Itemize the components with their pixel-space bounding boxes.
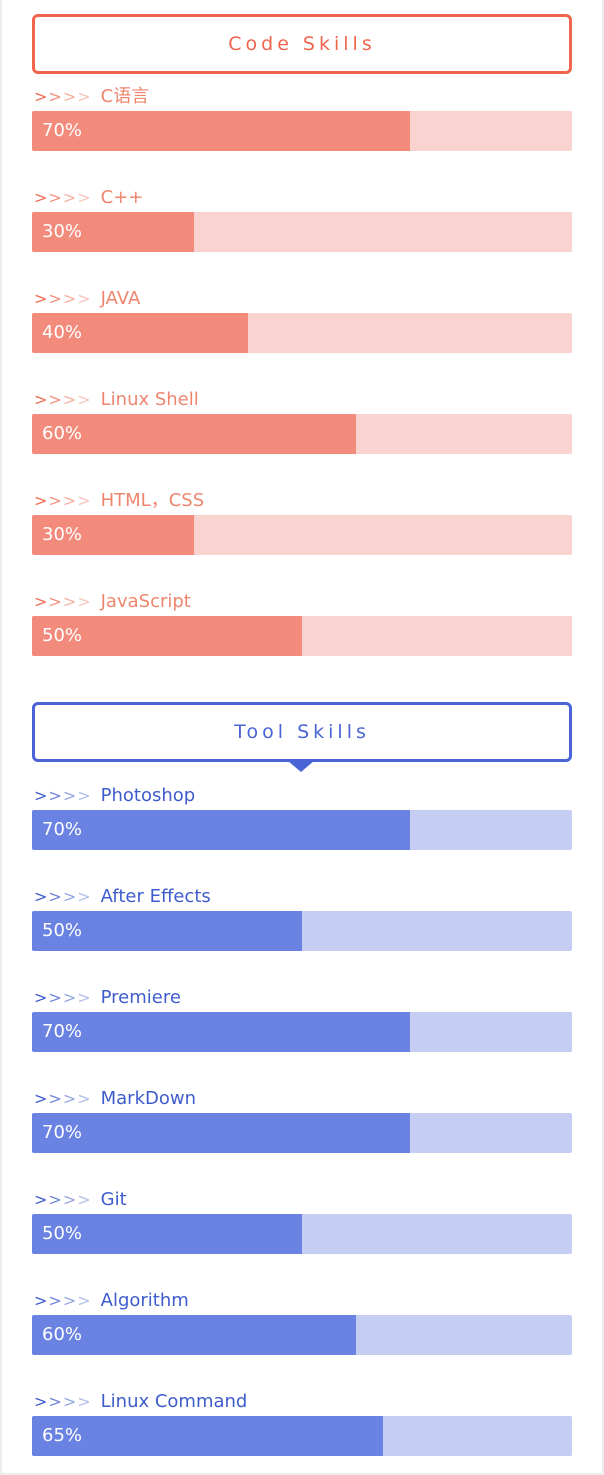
- skill-name: JavaScript: [100, 591, 191, 612]
- skill-name: Git: [100, 1189, 127, 1210]
- skill-bar-track: 60%: [32, 1315, 572, 1355]
- right-border: [602, 0, 604, 1475]
- skill-name: Premiere: [100, 987, 181, 1008]
- skill-bar-fill: [32, 1416, 383, 1456]
- skill-label: >>>> HTML，CSS: [34, 489, 204, 513]
- skill-bar-fill: [32, 1012, 410, 1052]
- chevrons-icon: >>>>: [34, 786, 92, 805]
- skill-bar-fill: [32, 1315, 356, 1355]
- skill-bar-fill: [32, 616, 302, 656]
- skill-name: C++: [100, 187, 144, 208]
- skill-label: >>>> After Effects: [34, 885, 211, 909]
- chevrons-icon: >>>>: [34, 1190, 92, 1209]
- skill-label: >>>> C++: [34, 186, 143, 210]
- skill-bar-fill: [32, 515, 194, 555]
- chevrons-icon: >>>>: [34, 1291, 92, 1310]
- chevrons-icon: >>>>: [34, 592, 92, 611]
- skill-bar-track: 50%: [32, 1214, 572, 1254]
- skill-percent: 40%: [42, 322, 83, 343]
- skill-name: MarkDown: [100, 1088, 197, 1109]
- skill-bar-fill: [32, 111, 410, 151]
- skill-bar-fill: [32, 810, 410, 850]
- skill-label: >>>> MarkDown: [34, 1087, 196, 1111]
- skill-bar-fill: [32, 1214, 302, 1254]
- skill-bar-track: 70%: [32, 810, 572, 850]
- skill-percent: 50%: [42, 920, 83, 941]
- skill-percent: 70%: [42, 1021, 83, 1042]
- code-skills-header: Code Skills: [32, 14, 572, 74]
- skill-percent: 30%: [42, 524, 83, 545]
- skill-label: >>>> JAVA: [34, 287, 140, 311]
- skill-label: >>>> C语言: [34, 85, 149, 109]
- chevrons-icon: >>>>: [34, 1392, 92, 1411]
- skill-bar-track: 60%: [32, 414, 572, 454]
- skill-bar-fill: [32, 911, 302, 951]
- skill-percent: 70%: [42, 1122, 83, 1143]
- bottom-border: [0, 1473, 604, 1475]
- skill-name: C语言: [100, 86, 150, 107]
- skill-bar-track: 70%: [32, 1113, 572, 1153]
- skill-percent: 30%: [42, 221, 83, 242]
- skill-name: JAVA: [100, 288, 141, 309]
- skill-label: >>>> Algorithm: [34, 1289, 189, 1313]
- skill-bar-fill: [32, 1113, 410, 1153]
- chevrons-icon: >>>>: [34, 87, 92, 106]
- skill-name: Photoshop: [100, 785, 196, 806]
- skill-bar-track: 70%: [32, 1012, 572, 1052]
- tool-skills-header: Tool Skills: [32, 702, 572, 762]
- tool-header-pointer-icon: [288, 761, 314, 772]
- skill-name: HTML，CSS: [100, 490, 205, 511]
- skill-name: Linux Shell: [100, 389, 199, 410]
- skill-bar-track: 40%: [32, 313, 572, 353]
- skill-bar-track: 65%: [32, 1416, 572, 1456]
- skill-label: >>>> Photoshop: [34, 784, 195, 808]
- skill-bar-track: 50%: [32, 911, 572, 951]
- skill-bar-fill: [32, 414, 356, 454]
- skill-label: >>>> JavaScript: [34, 590, 191, 614]
- chevrons-icon: >>>>: [34, 491, 92, 510]
- skill-bar-track: 50%: [32, 616, 572, 656]
- skill-percent: 65%: [42, 1425, 83, 1446]
- chevrons-icon: >>>>: [34, 289, 92, 308]
- skill-percent: 50%: [42, 1223, 83, 1244]
- skill-bar-fill: [32, 212, 194, 252]
- chevrons-icon: >>>>: [34, 887, 92, 906]
- skill-label: >>>> Git: [34, 1188, 127, 1212]
- skill-label: >>>> Premiere: [34, 986, 181, 1010]
- skill-name: After Effects: [100, 886, 211, 907]
- skill-bar-track: 70%: [32, 111, 572, 151]
- skill-percent: 60%: [42, 423, 83, 444]
- left-border: [0, 0, 2, 1475]
- chevrons-icon: >>>>: [34, 988, 92, 1007]
- skill-label: >>>> Linux Shell: [34, 388, 199, 412]
- skill-percent: 50%: [42, 625, 83, 646]
- skill-bar-track: 30%: [32, 515, 572, 555]
- chevrons-icon: >>>>: [34, 1089, 92, 1108]
- skill-percent: 60%: [42, 1324, 83, 1345]
- skill-bar-track: 30%: [32, 212, 572, 252]
- skill-label: >>>> Linux Command: [34, 1390, 247, 1414]
- skill-name: Algorithm: [100, 1290, 189, 1311]
- chevrons-icon: >>>>: [34, 390, 92, 409]
- skill-bar-fill: [32, 313, 248, 353]
- skill-percent: 70%: [42, 819, 83, 840]
- chevrons-icon: >>>>: [34, 188, 92, 207]
- skill-name: Linux Command: [100, 1391, 248, 1412]
- skill-percent: 70%: [42, 120, 83, 141]
